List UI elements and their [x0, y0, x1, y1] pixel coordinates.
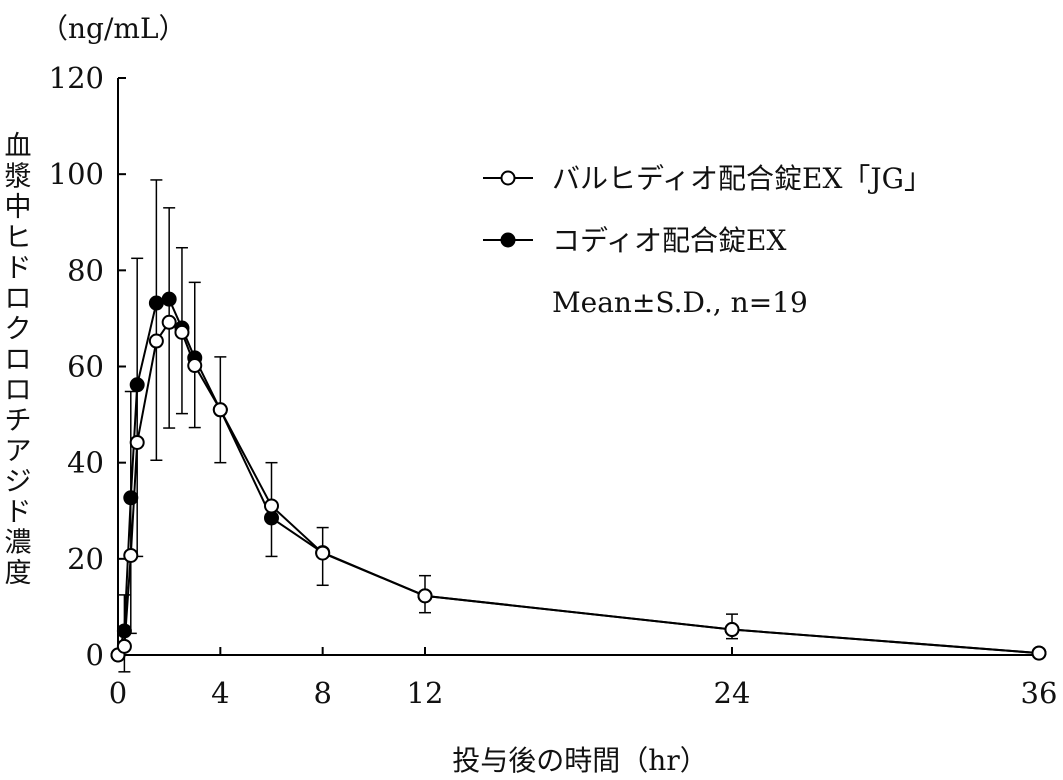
point-jg	[724, 622, 740, 638]
point-codio	[148, 295, 164, 311]
x-axis-label: 投与後の時間（hr）	[452, 744, 707, 777]
axes	[117, 77, 1040, 656]
point-jg	[148, 333, 164, 349]
y-tick-label: 0	[86, 638, 104, 672]
point-jg	[417, 588, 433, 604]
tick-labels: 0 20 40 60 80 100 120 0 4 8 12 24 36	[49, 61, 1058, 710]
y-label-char: 中	[5, 192, 32, 223]
legend-marker-jg	[500, 170, 516, 186]
y-label-char: 血	[5, 131, 32, 162]
legend: バルヒディオ配合錠EX「JG」 コディオ配合錠EX Mean±S.D., n=1…	[483, 162, 932, 319]
y-label-char: ヒ	[5, 223, 32, 254]
x-tick-label: 12	[407, 676, 444, 710]
legend-label-codio: コディオ配合錠EX	[552, 224, 786, 257]
point-jg	[161, 314, 177, 330]
point-jg	[116, 638, 132, 654]
y-label-char: ド	[5, 253, 32, 284]
point-codio	[161, 291, 177, 307]
stats-note: Mean±S.D., n=19	[552, 286, 808, 319]
series-line-1	[117, 320, 1040, 656]
point-jg	[123, 547, 139, 563]
y-tick-label: 120	[49, 61, 104, 95]
y-label-char: 度	[5, 558, 32, 589]
x-tick-label: 4	[211, 676, 229, 710]
y-tick-label: 20	[67, 542, 104, 576]
y-label-char: ジ	[5, 467, 32, 498]
y-label-char: ア	[5, 436, 32, 467]
point-jg	[1031, 645, 1047, 661]
y-label-char: 漿	[5, 162, 32, 193]
point-jg	[264, 498, 279, 514]
point-codio	[116, 623, 132, 639]
point-jg	[187, 358, 203, 374]
x-tick-label: 0	[109, 676, 127, 710]
point-jg	[174, 324, 190, 340]
series-lines	[117, 297, 1040, 656]
y-label-char: ロ	[5, 284, 32, 315]
point-jg	[129, 434, 145, 450]
point-jg	[315, 545, 331, 561]
point-codio	[129, 377, 145, 393]
y-tick-label: 100	[49, 157, 104, 191]
y-label-char: 濃	[5, 528, 32, 559]
x-tick-label: 8	[313, 676, 331, 710]
y-tick-label: 40	[67, 446, 104, 480]
y-label-char: チ	[5, 406, 32, 437]
y-label-char: ク	[5, 314, 32, 345]
y-label-char: ロ	[5, 345, 32, 376]
legend-marker-codio	[500, 232, 516, 248]
point-jg	[212, 402, 228, 418]
y-label-char: ド	[5, 497, 32, 528]
point-codio	[123, 490, 139, 506]
y-label-char: ロ	[5, 375, 32, 406]
y-tick-label: 80	[67, 253, 104, 287]
data-points	[110, 291, 1047, 663]
legend-label-jg: バルヒディオ配合錠EX「JG」	[552, 162, 932, 195]
x-tick-label: 24	[714, 676, 751, 710]
y-unit-label: （ng/mL）	[40, 12, 187, 45]
x-tick-label: 36	[1021, 676, 1058, 710]
y-tick-label: 60	[67, 350, 104, 384]
